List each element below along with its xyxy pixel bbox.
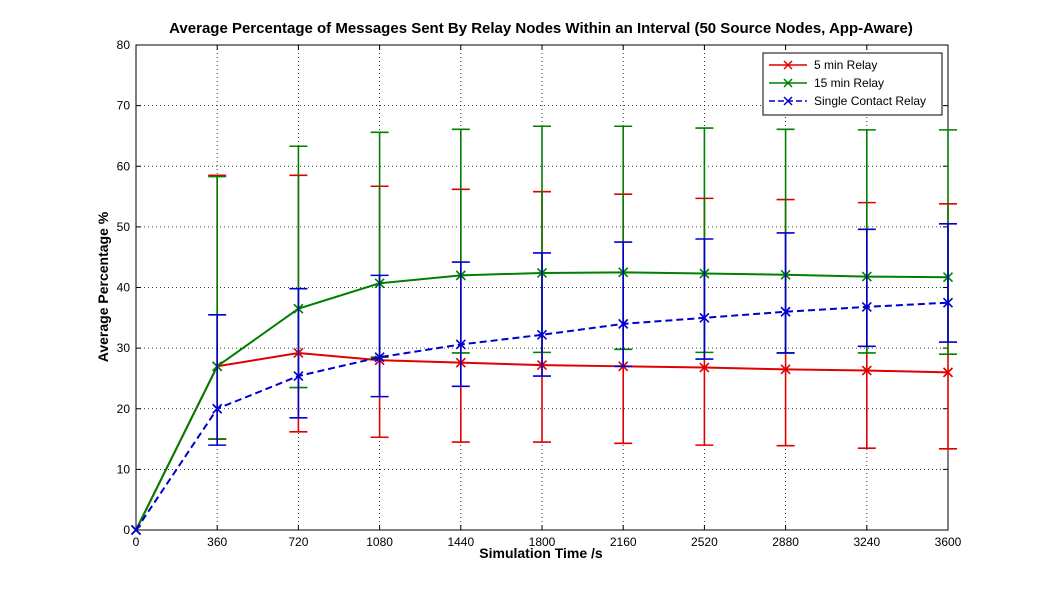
legend-item: 5 min Relay	[769, 58, 877, 72]
x-tick-label: 2520	[691, 535, 718, 549]
y-tick-label: 70	[117, 99, 131, 113]
x-tick-label: 3600	[935, 535, 962, 549]
x-tick-label: 0	[133, 535, 140, 549]
error-bar	[695, 238, 714, 360]
data-point	[212, 403, 223, 414]
data-point	[861, 365, 872, 376]
legend-swatch-marker	[783, 60, 793, 70]
data-point	[861, 301, 872, 312]
data-point	[942, 367, 954, 378]
error-bar	[289, 287, 308, 419]
data-point	[374, 352, 385, 363]
axis-ticks: 0 360 720 1080 1440 1800 2160 2520 2880 3240 36000…	[117, 38, 962, 549]
x-tick-label: 1080	[366, 535, 393, 549]
error-bar	[533, 252, 551, 377]
series-single-contact-relay	[130, 223, 957, 536]
data-point	[699, 312, 710, 323]
y-tick-label: 60	[117, 159, 131, 173]
y-tick-label: 0	[123, 523, 130, 537]
error-bar	[776, 232, 795, 354]
data-point	[780, 364, 791, 375]
x-tick-label: 2160	[610, 535, 637, 549]
y-tick-label: 30	[117, 341, 131, 355]
x-axis-label: Simulation Time /s	[479, 545, 603, 561]
data-point	[293, 370, 304, 382]
x-tick-label: 2880	[772, 535, 799, 549]
x-tick-label: 1440	[447, 535, 474, 549]
data-point	[455, 339, 466, 350]
error-bar	[939, 223, 957, 343]
y-tick-label: 10	[117, 462, 131, 476]
error-bar	[451, 261, 470, 388]
error-bar	[370, 274, 389, 398]
y-axis-label: Average Percentage %	[95, 211, 111, 362]
chart-title: Average Percentage of Messages Sent By R…	[169, 20, 913, 37]
legend-label: 15 min Relay	[814, 76, 884, 90]
data-point	[618, 318, 629, 329]
data-point	[130, 524, 142, 536]
error-bar	[614, 241, 633, 368]
data-point	[780, 306, 791, 317]
legend-swatch-marker	[783, 78, 793, 88]
series-layer	[130, 125, 957, 536]
y-tick-label: 50	[117, 220, 131, 234]
y-tick-label: 80	[117, 38, 131, 52]
data-point	[699, 362, 710, 373]
x-tick-label: 720	[288, 535, 308, 549]
legend-label: Single Contact Relay	[814, 94, 926, 108]
legend-label: 5 min Relay	[814, 58, 877, 72]
series-line	[135, 301, 949, 531]
legend-swatch-marker	[783, 96, 793, 106]
y-tick-label: 40	[117, 281, 131, 295]
legend-box	[762, 52, 943, 116]
legend-item: 15 min Relay	[769, 76, 884, 90]
data-point	[942, 297, 954, 308]
error-bar	[857, 228, 876, 348]
error-bar	[208, 313, 227, 446]
x-tick-label: 360	[207, 535, 227, 549]
data-point	[536, 329, 548, 340]
legend-item: Single Contact Relay	[769, 94, 926, 108]
y-tick-label: 20	[117, 402, 131, 416]
x-tick-label: 1800	[529, 535, 556, 549]
x-tick-label: 3240	[853, 535, 880, 549]
legend: 5 min Relay 15 min Relay Single Contact Re…	[762, 52, 943, 116]
